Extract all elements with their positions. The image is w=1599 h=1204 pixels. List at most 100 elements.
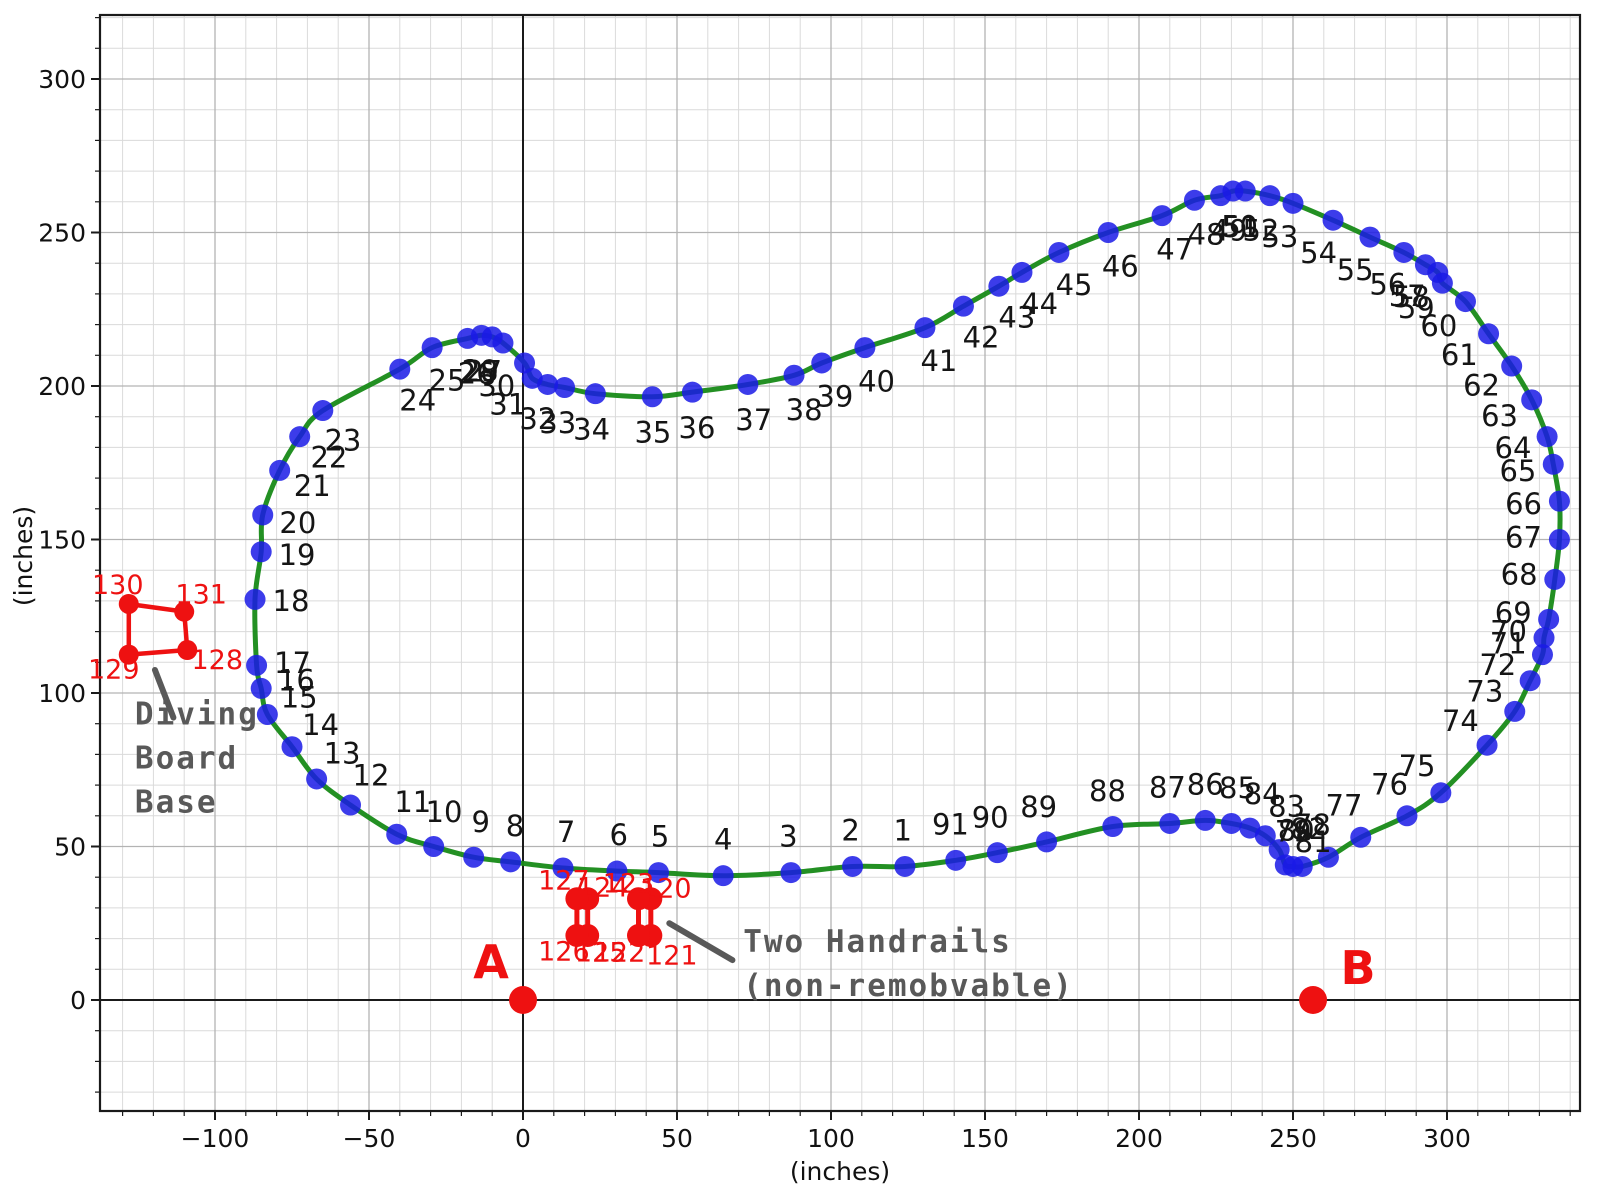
pool-point-dot [1548, 529, 1570, 550]
pool-point-dot [1544, 568, 1566, 590]
pool-point-number: 70 [1490, 615, 1527, 649]
leader-line [151, 666, 177, 721]
pool-point-number: 67 [1505, 520, 1542, 554]
pool-point-dot [1259, 185, 1281, 207]
x-tick-label: 250 [1269, 1124, 1317, 1153]
pool-point-dot [269, 459, 291, 481]
diving-board-point [118, 644, 139, 665]
pool-point-dot [854, 337, 876, 359]
pool-point-dot [552, 857, 574, 879]
pool-point-dot [250, 541, 272, 563]
pool-point-dot [1519, 670, 1541, 692]
pool-point-dot [386, 823, 408, 845]
diving-board-point [177, 640, 198, 661]
plot-spines [98, 13, 1582, 1113]
pool-point-number: 45 [1056, 268, 1093, 302]
pool-outline-path [252, 188, 1563, 879]
reference-point-label: A [473, 935, 509, 989]
pool-point-number: 90 [972, 800, 1009, 834]
pool-point-dot [256, 703, 278, 725]
pool-point-number: 10 [426, 795, 463, 829]
pool-point-number: 28 [462, 354, 499, 388]
pool-point-number: 50 [1221, 209, 1258, 243]
pool-point-number: 11 [394, 785, 431, 819]
pool-point-dot [289, 426, 311, 448]
pool-point-dot [1393, 241, 1415, 263]
pool-point-dot [537, 373, 559, 395]
pool-point-dot [988, 275, 1010, 297]
fixture-point-number: 130 [92, 570, 144, 601]
pool-point-number: 30 [478, 369, 515, 403]
pool-point-number: 26 [458, 356, 495, 390]
pool-point-number: 57 [1389, 279, 1426, 313]
pool-point-number: 63 [1481, 399, 1518, 433]
pool-point-dot [986, 842, 1008, 864]
pool-point-number: 65 [1499, 454, 1536, 488]
pool-point-number: 68 [1501, 558, 1538, 592]
pool-point-dot [648, 862, 670, 884]
x-tick-label: 150 [961, 1124, 1009, 1153]
diving-board-point [118, 593, 139, 614]
fixture-point-number: 121 [646, 941, 698, 972]
pool-point-number: 58 [1393, 280, 1430, 314]
pool-point-dot [1194, 809, 1216, 831]
pool-point-number: 91 [932, 808, 969, 842]
x-axis-label: (inches) [790, 1157, 890, 1186]
diving-board-point [174, 601, 195, 622]
fixture-point-number: 122 [594, 938, 646, 969]
x-tick-label: 200 [1115, 1124, 1163, 1153]
pool-point-dot [894, 855, 916, 877]
pool-point-number: 55 [1337, 253, 1374, 287]
pool-point-number: 83 [1268, 790, 1305, 824]
pool-point-number: 22 [310, 441, 347, 475]
handrails-note-line: Two Handrails [743, 924, 1012, 960]
pool-points [244, 180, 1570, 887]
pool-point-dot [641, 386, 663, 408]
pool-point-dot [606, 860, 628, 882]
pool-point-number: 18 [273, 584, 310, 618]
pool-point-dot [1097, 222, 1119, 243]
handrails-note-line: (non-remobvable) [743, 968, 1074, 1004]
pool-point-number: 74 [1442, 704, 1479, 738]
x-tick-label: 100 [807, 1124, 855, 1153]
pool-point-number: 32 [519, 402, 556, 436]
pool-point-dot [1476, 734, 1498, 756]
pool-point-dot [1239, 817, 1261, 839]
pool-point-number: 19 [279, 538, 316, 572]
pool-point-number: 86 [1187, 767, 1224, 801]
leader-line [666, 920, 736, 964]
pool-point-number: 60 [1420, 309, 1457, 343]
pool-point-dot [712, 865, 734, 887]
pool-point-dot [463, 846, 485, 868]
pool-point-number: 15 [281, 681, 318, 715]
pool-point-number: 9 [472, 805, 490, 839]
pool-point-dot [554, 377, 576, 399]
pool-point-number: 36 [679, 411, 716, 445]
handrail-point [565, 887, 589, 911]
fixture-point-number: 123 [603, 869, 655, 900]
pool-point-dot [811, 352, 833, 374]
x-tick-label: −50 [343, 1124, 396, 1153]
pool-point-dot [1011, 261, 1033, 283]
pool-point-number: 20 [279, 506, 316, 540]
pool-point-dot [1533, 627, 1555, 649]
pool-point-dot [1536, 426, 1558, 448]
reference-point [1299, 986, 1328, 1014]
grid-minor [100, 15, 1580, 1111]
pool-point-number: 87 [1149, 771, 1186, 805]
pool-point-number: 17 [274, 646, 311, 680]
pool-point-dot [1036, 831, 1058, 853]
fixture-point-number: 131 [175, 580, 227, 611]
pool-point-number: 75 [1399, 749, 1436, 783]
pool-point-number: 48 [1188, 217, 1225, 251]
pool-point-number: 40 [858, 365, 895, 399]
pool-point-number: 72 [1479, 648, 1516, 682]
y-tick-label: 150 [38, 526, 86, 555]
handrail-point [565, 924, 589, 948]
annotation-leader-lines [151, 666, 736, 964]
plot-border [98, 13, 1582, 1113]
pool-point-number: 41 [920, 344, 957, 378]
pool-point-dot [389, 358, 411, 380]
pool-point-number: 73 [1466, 674, 1503, 708]
